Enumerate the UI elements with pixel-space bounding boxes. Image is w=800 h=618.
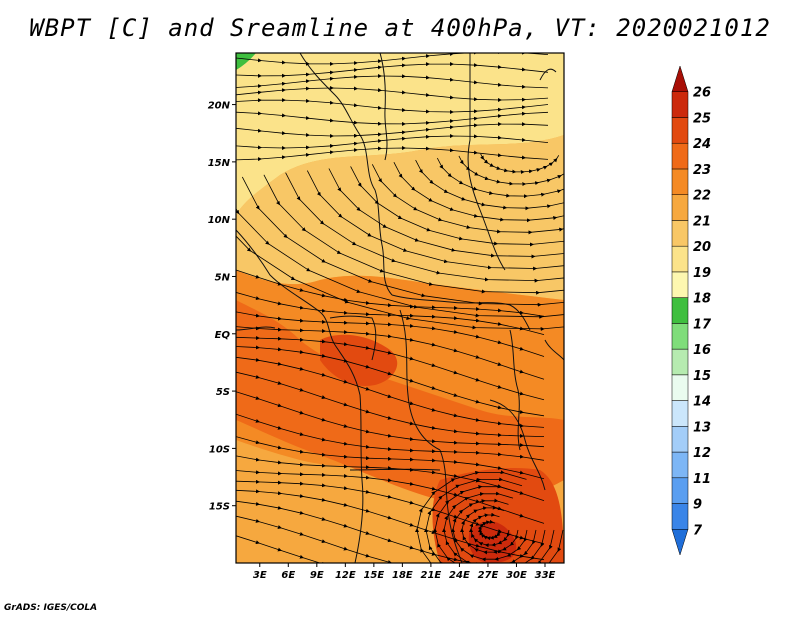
y-tick-label: 5N	[215, 272, 231, 283]
colorbar-swatch	[671, 194, 689, 221]
y-tick-label: 5S	[216, 387, 230, 398]
y-tick-label: 10N	[208, 215, 231, 226]
wbpt-field	[236, 53, 564, 563]
colorbar-label: 11	[693, 472, 711, 487]
colorbar-swatch	[671, 245, 689, 273]
x-tick-label: 12E	[335, 570, 356, 581]
y-tick-label: 15N	[208, 158, 231, 169]
colorbar-label: 22	[693, 189, 711, 204]
colorbar-swatch	[671, 451, 689, 479]
colorbar-swatch	[671, 168, 689, 195]
colorbar-label: 12	[693, 446, 711, 461]
colorbar-swatch	[671, 426, 689, 453]
colorbar-label: 25	[693, 111, 711, 126]
colorbar-swatch	[671, 348, 689, 376]
x-tick-label: 33E	[535, 570, 556, 581]
colorbar-swatch	[671, 117, 689, 144]
streamline	[236, 145, 549, 162]
colorbar-label: 17	[693, 317, 712, 332]
x-tick-label: 15E	[363, 570, 384, 581]
y-axis: 20N 15N 10N 5N EQ 5S 10S 15S	[208, 101, 236, 513]
colorbar-swatch	[671, 323, 689, 350]
field-northwest-corner	[236, 53, 256, 70]
y-tick-label: 20N	[208, 101, 231, 112]
colorbar-swatch	[671, 142, 689, 170]
x-axis: 3E 6E 9E 12E 15E 18E 21E 24E 27E 30E 33E	[253, 563, 556, 581]
colorbar-label: 7	[693, 523, 703, 538]
colorbar-swatch	[671, 477, 689, 504]
colorbar-label: 24	[693, 137, 711, 152]
x-tick-label: 27E	[478, 570, 499, 581]
colorbar-swatch	[671, 529, 689, 556]
x-tick-label: 30E	[506, 570, 527, 581]
colorbar-label: 9	[693, 498, 702, 513]
streamline	[236, 98, 549, 115]
x-tick-label: 24E	[449, 570, 470, 581]
colorbar-label: 15	[693, 369, 711, 384]
colorbar-label: 13	[693, 420, 711, 435]
colorbar-label: 16	[693, 343, 711, 358]
footer-credit: GrADS: IGES/COLA	[4, 603, 98, 613]
colorbar-swatch	[671, 503, 689, 530]
colorbar-swatch	[671, 374, 689, 401]
chart-title: WBPT [C] and Sreamline at 400hPa, VT: 20…	[29, 14, 771, 42]
x-tick-label: 18E	[392, 570, 413, 581]
y-tick-label: EQ	[215, 330, 231, 341]
streamline	[236, 535, 524, 563]
colorbar-swatch	[671, 220, 689, 247]
colorbar-swatch	[671, 271, 689, 298]
x-tick-label: 3E	[253, 570, 267, 581]
streamlines	[236, 53, 564, 563]
x-tick-label: 6E	[281, 570, 295, 581]
colorbar-swatch	[671, 91, 689, 118]
colorbar-label: 14	[693, 395, 711, 410]
colorbar-swatch	[671, 297, 689, 324]
colorbar-label: 20	[693, 240, 711, 255]
colorbar-label: 21	[693, 214, 711, 229]
colorbar-label: 26	[693, 86, 711, 101]
y-tick-label: 15S	[209, 502, 230, 513]
colorbar-label: 18	[693, 292, 711, 307]
y-tick-label: 10S	[209, 444, 230, 455]
x-tick-label: 21E	[421, 570, 442, 581]
colorbar-swatch	[671, 400, 689, 427]
streamline	[236, 122, 549, 138]
colorbar-swatch	[671, 65, 689, 92]
colorbar-label: 23	[693, 163, 711, 178]
streamline	[236, 74, 549, 89]
colorbar: 7 9 11 12 13 14 15 16 17 18 19 20 21 22 23 24 25 26	[671, 65, 712, 556]
colorbar-label: 19	[693, 266, 711, 281]
streamline	[415, 470, 564, 563]
map-frame	[235, 52, 565, 564]
x-tick-label: 9E	[310, 570, 324, 581]
